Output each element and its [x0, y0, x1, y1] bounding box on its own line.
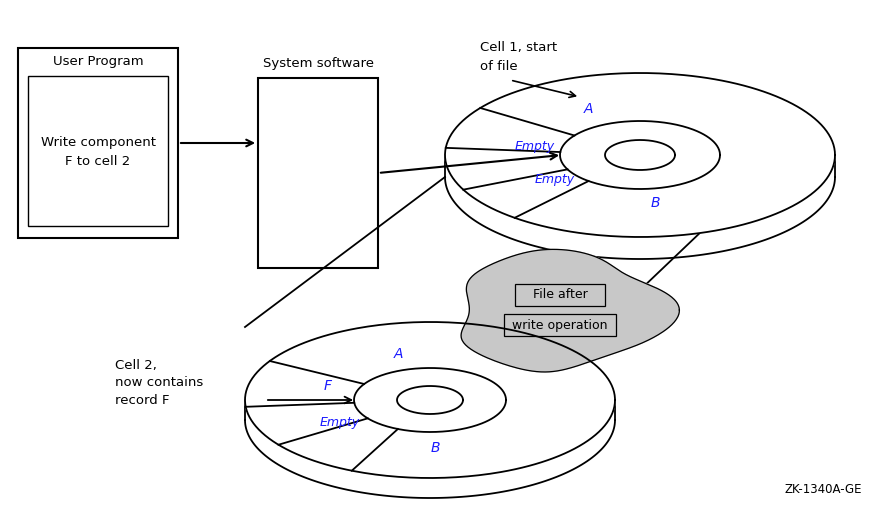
Text: B: B: [650, 196, 660, 210]
Bar: [18, 48, 178, 238]
Text: ZK-1340A-GE: ZK-1340A-GE: [784, 483, 862, 496]
Text: A: A: [393, 347, 403, 361]
Text: record F: record F: [115, 395, 170, 407]
Text: Cell 1, start: Cell 1, start: [480, 42, 557, 54]
Polygon shape: [560, 121, 720, 189]
Text: B: B: [430, 441, 440, 455]
Polygon shape: [397, 386, 463, 414]
Polygon shape: [461, 249, 679, 372]
Polygon shape: [605, 140, 675, 170]
Text: Empty: Empty: [320, 416, 360, 429]
Bar: [504, 314, 616, 336]
Bar: [515, 284, 605, 306]
Text: System software: System software: [262, 57, 373, 70]
Text: of file: of file: [480, 59, 517, 73]
Text: now contains: now contains: [115, 376, 203, 390]
Text: A: A: [583, 102, 593, 116]
Text: write operation: write operation: [512, 319, 608, 332]
Text: Empty: Empty: [535, 173, 575, 186]
Text: Write component
F to cell 2: Write component F to cell 2: [40, 136, 156, 168]
Polygon shape: [445, 73, 835, 237]
Polygon shape: [245, 322, 615, 478]
Text: F: F: [324, 379, 332, 393]
Text: File after: File after: [532, 289, 587, 302]
Text: Empty: Empty: [515, 140, 555, 153]
Bar: [28, 76, 168, 226]
Text: User Program: User Program: [53, 55, 143, 69]
Polygon shape: [354, 368, 506, 432]
Bar: [258, 78, 378, 268]
Text: Cell 2,: Cell 2,: [115, 359, 157, 371]
